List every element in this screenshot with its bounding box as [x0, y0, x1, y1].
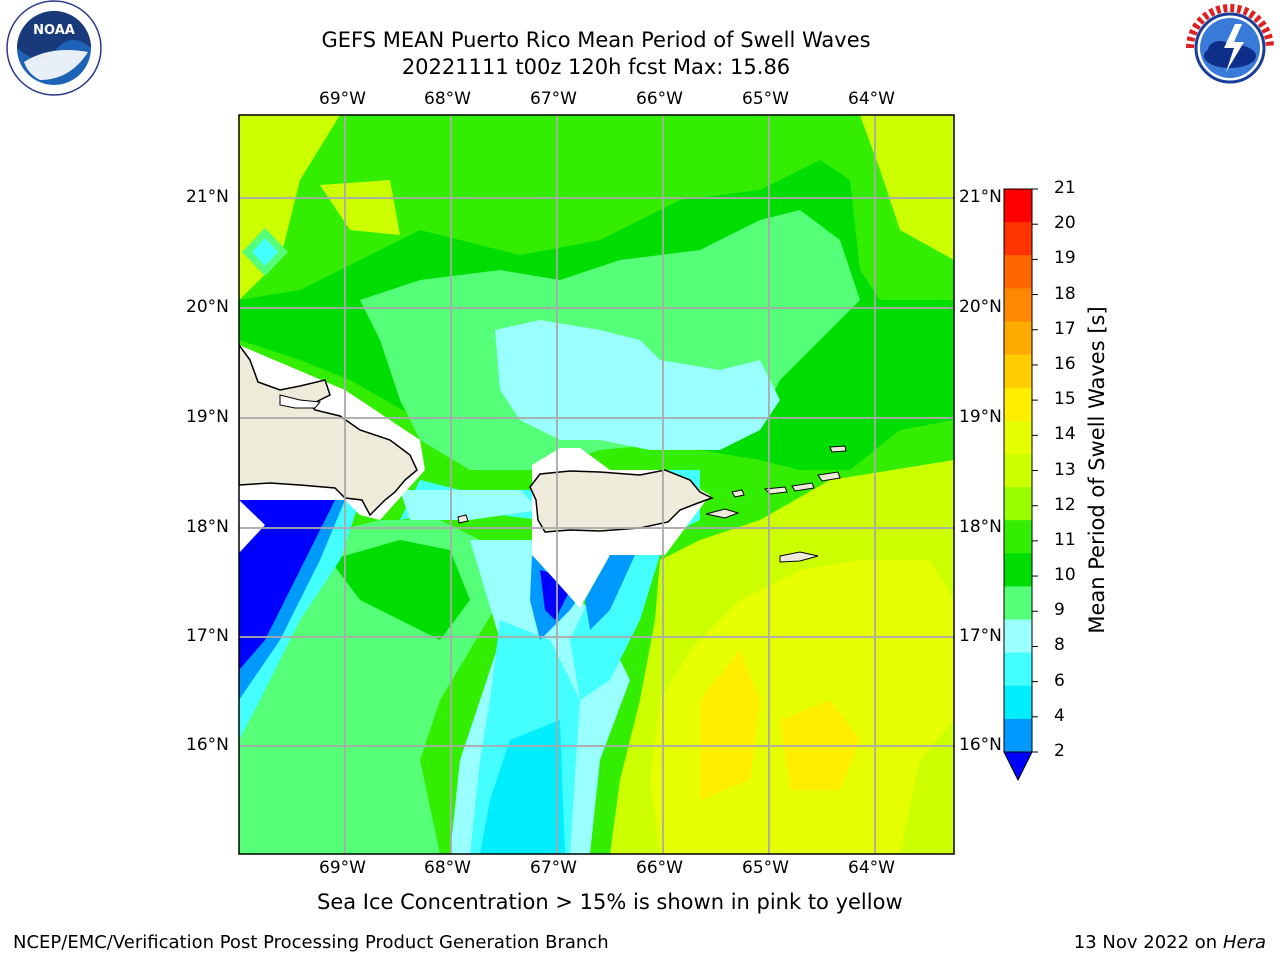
lat-label-right-17: 17°N — [959, 626, 1002, 646]
colorbar-tick-label: 6 — [1054, 670, 1065, 691]
field-west-white — [239, 500, 265, 553]
lat-label-left-16: 16°N — [186, 735, 229, 755]
colorbar-tick-label: 17 — [1054, 318, 1076, 339]
field-east-tongue — [570, 555, 660, 700]
lat-label-right-16: 16°N — [959, 735, 1002, 755]
lon-label-top-69: 69°W — [319, 89, 366, 109]
colorbar-title: Mean Period of Swell Waves [s] — [1085, 306, 1109, 634]
colorbar-band — [1004, 520, 1032, 554]
colorbar-band — [1004, 652, 1032, 687]
field-12-13-nw2 — [320, 180, 400, 235]
colorbar-tick-label: 14 — [1054, 424, 1076, 445]
field-west-shadow-3 — [239, 500, 335, 670]
anegada-island — [829, 445, 847, 453]
field-12-13-ne — [860, 115, 954, 260]
virgin-islands-3 — [817, 471, 841, 482]
lon-label-bottom-64: 64°W — [848, 858, 895, 878]
lat-label-right-19: 19°N — [959, 407, 1002, 427]
lat-label-right-21: 21°N — [959, 187, 1002, 207]
colorbar-tick-label: 8 — [1054, 635, 1065, 656]
colorbar-band — [1004, 288, 1032, 322]
colorbar-tick-label: 15 — [1054, 389, 1076, 410]
lat-label-left-21: 21°N — [186, 187, 229, 207]
colorbar-tick-label: 2 — [1054, 741, 1065, 761]
colorbar-extend-triangle — [1003, 751, 1033, 782]
graticule — [239, 115, 954, 854]
field-east-tongue-inner — [585, 555, 635, 630]
lon-label-top-66: 66°W — [636, 89, 683, 109]
puerto-rico-land — [529, 469, 714, 533]
colorbar-tick-label: 16 — [1054, 353, 1076, 374]
map-subtitle: 20221111 t00z 120h fcst Max: 15.86 — [401, 55, 791, 79]
lon-label-bottom-69: 69°W — [319, 858, 366, 878]
colorbar-band — [1004, 685, 1032, 720]
colorbar-tick-label: 4 — [1054, 705, 1065, 726]
lon-label-bottom-67: 67°W — [530, 858, 577, 878]
virgin-islands-2 — [791, 482, 815, 492]
colorbar-band — [1004, 387, 1032, 422]
field-15-16-se — [700, 650, 760, 800]
colorbar-band — [1004, 222, 1032, 256]
lon-label-bottom-65: 65°W — [742, 858, 789, 878]
lon-label-bottom-68: 68°W — [424, 858, 471, 878]
culebra-island — [731, 489, 745, 498]
field-cyan-spot-inner — [252, 238, 278, 266]
lon-label-top-67: 67°W — [530, 89, 577, 109]
colorbar-tick-label: 18 — [1054, 283, 1076, 304]
colorbar-tick-label: 21 — [1054, 178, 1076, 198]
lon-label-top-68: 68°W — [424, 89, 471, 109]
colorbar-tick-label: 19 — [1054, 248, 1076, 269]
footer-branch: NCEP/EMC/Verification Post Processing Pr… — [13, 932, 609, 953]
colorbar-band — [1004, 453, 1032, 488]
colorbar-band — [1004, 321, 1032, 356]
colorbar-band — [1004, 586, 1032, 621]
vieques-island — [705, 508, 740, 519]
lat-label-right-18: 18°N — [959, 517, 1002, 537]
lon-label-bottom-66: 66°W — [636, 858, 683, 878]
field-4-6-tongue — [480, 720, 565, 854]
colorbar-tick-label: 9 — [1054, 600, 1065, 621]
footer-host: Hera — [1222, 932, 1266, 953]
field-pr-north-band2 — [400, 490, 540, 520]
lat-label-left-19: 19°N — [186, 407, 229, 427]
colorbar-tick-label: 13 — [1054, 459, 1076, 480]
lon-label-top-64: 64°W — [848, 89, 895, 109]
colorbar-tick-label: 12 — [1054, 494, 1076, 515]
colorbar-band — [1004, 487, 1032, 521]
st-croix-island — [779, 551, 819, 563]
hispaniola-inner-coast — [279, 394, 321, 409]
lon-label-top-65: 65°W — [742, 89, 789, 109]
colorbar-tick-label: 20 — [1054, 213, 1076, 234]
mona-island — [457, 514, 469, 524]
noaa-logo: NOAA — [6, 0, 102, 96]
noaa-logo-text: NOAA — [33, 23, 75, 38]
map-title: GEFS MEAN Puerto Rico Mean Period of Swe… — [321, 28, 871, 52]
map-frame — [238, 114, 955, 855]
nws-logo — [1184, 2, 1276, 94]
footer-date: 13 Nov 2022 on Hera — [1074, 932, 1266, 953]
sea-ice-note: Sea Ice Concentration > 15% is shown in … — [317, 890, 903, 914]
colorbar-band — [1004, 255, 1032, 289]
colorbar-band — [1004, 718, 1032, 753]
colorbar-band — [1004, 553, 1032, 587]
lat-label-right-20: 20°N — [959, 297, 1002, 317]
colorbar-band — [1004, 189, 1032, 223]
colorbar-tick-label: 10 — [1054, 565, 1076, 586]
lat-label-left-17: 17°N — [186, 626, 229, 646]
colorbar-band — [1004, 619, 1032, 654]
lat-label-left-18: 18°N — [186, 517, 229, 537]
hispaniola-land — [239, 343, 418, 517]
colorbar — [1003, 188, 1038, 782]
field-10-11-sw — [330, 540, 470, 640]
colorbar-band — [1004, 420, 1032, 455]
colorbar-tick-label: 11 — [1054, 529, 1076, 550]
colorbar-band — [1004, 354, 1032, 389]
footer-date-text: 13 Nov 2022 on — [1073, 932, 1218, 953]
lat-label-left-20: 20°N — [186, 297, 229, 317]
